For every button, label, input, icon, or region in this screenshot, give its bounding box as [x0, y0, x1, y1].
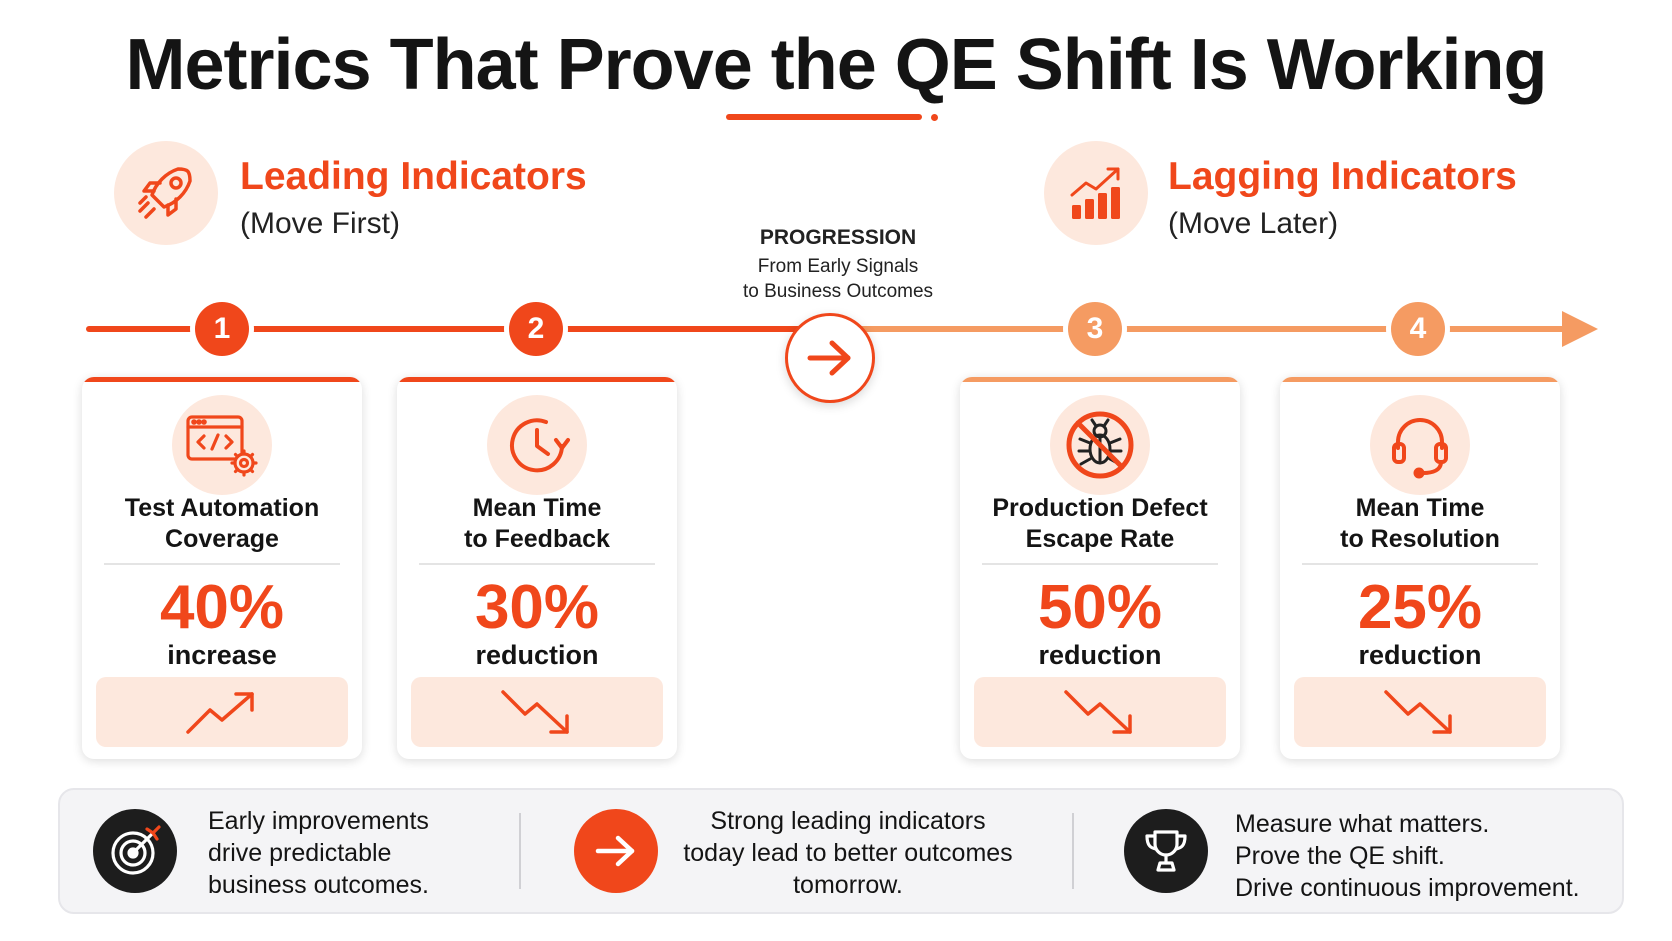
card-title-line-2: to Resolution	[1340, 525, 1500, 553]
progression-line-1: From Early Signals	[757, 256, 919, 277]
bottom-message-3-line-3: Drive continuous improvement.	[1235, 874, 1580, 902]
trophy-icon	[1124, 809, 1208, 893]
card-top-accent	[397, 377, 677, 382]
card-title-line-1: Production Defect	[992, 494, 1208, 522]
metric-card-mean-time-to-feedback: Mean Time to Feedback 30% reduction	[397, 377, 677, 759]
code-window-gear-icon	[172, 395, 272, 495]
lagging-indicators-subtitle: (Move Later)	[1168, 207, 1339, 240]
progression-description: From Early Signals to Business Outcomes	[700, 254, 976, 304]
card-title: Production Defect Escape Rate	[960, 493, 1240, 555]
step-2-badge: 2	[509, 302, 563, 356]
card-divider	[1302, 563, 1538, 565]
bottom-divider-1	[519, 813, 521, 889]
leading-indicators-title: Leading Indicators	[240, 155, 587, 198]
card-title: Mean Time to Feedback	[397, 493, 677, 555]
bottom-message-1-line-1: Early improvements	[208, 807, 429, 835]
progression-label: PROGRESSION	[759, 226, 917, 249]
bottom-message-1-line-2: drive predictable	[208, 839, 392, 867]
title-underline	[726, 114, 922, 120]
card-title-line-2: Coverage	[165, 525, 279, 553]
card-title-line-2: Escape Rate	[1025, 525, 1175, 553]
bottom-message-2: Strong leading indicators today lead to …	[672, 805, 1024, 901]
step-3-badge: 3	[1068, 302, 1122, 356]
card-change-label: reduction	[1038, 640, 1162, 670]
card-title-line-2: to Feedback	[464, 525, 610, 553]
trend-up-icon	[96, 677, 348, 747]
bottom-message-1: Early improvements drive predictable bus…	[208, 805, 429, 901]
rocket-icon	[114, 141, 218, 245]
target-icon	[93, 809, 177, 893]
bottom-divider-2	[1072, 813, 1074, 889]
card-title-line-1: Mean Time	[1355, 494, 1485, 522]
bottom-summary-bar	[58, 788, 1624, 914]
step-4-badge: 4	[1391, 302, 1445, 356]
card-title-line-1: Test Automation	[124, 494, 320, 522]
card-value: 25%	[1357, 573, 1483, 642]
leading-indicators-subtitle: (Move First)	[240, 207, 400, 240]
metric-card-test-automation-coverage: Test Automation Coverage 40% increase	[82, 377, 362, 759]
step-1-badge: 1	[195, 302, 249, 356]
card-title-line-1: Mean Time	[472, 494, 602, 522]
bottom-message-2-line-3: tomorrow.	[793, 871, 903, 899]
lagging-indicators-title: Lagging Indicators	[1168, 155, 1517, 198]
card-top-accent	[82, 377, 362, 382]
card-divider	[104, 563, 340, 565]
card-value: 30%	[474, 573, 600, 642]
timeline-arrowhead	[1562, 311, 1598, 352]
card-value: 50%	[1037, 573, 1163, 642]
timeline-lagging-segment	[830, 326, 1570, 332]
card-change-label: reduction	[1358, 640, 1482, 670]
card-change-label: increase	[167, 640, 277, 670]
metric-card-mean-time-to-resolution: Mean Time to Resolution 25% reduction	[1280, 377, 1560, 759]
trend-down-icon	[1294, 677, 1546, 747]
card-top-accent	[960, 377, 1240, 382]
bottom-message-2-line-1: Strong leading indicators	[710, 807, 986, 835]
bar-chart-growth-icon	[1044, 141, 1148, 245]
clock-refresh-icon	[487, 395, 587, 495]
title-underline-dot	[931, 114, 938, 121]
trend-down-icon	[974, 677, 1226, 747]
card-change-label: reduction	[475, 640, 599, 670]
headset-icon	[1370, 395, 1470, 495]
page-title: Metrics That Prove the QE Shift Is Worki…	[125, 25, 1548, 105]
card-divider	[982, 563, 1218, 565]
bottom-message-1-line-3: business outcomes.	[208, 871, 429, 899]
card-title: Mean Time to Resolution	[1280, 493, 1560, 555]
card-value: 40%	[159, 573, 285, 642]
card-title: Test Automation Coverage	[82, 493, 362, 555]
metric-card-production-defect-escape-rate: Production Defect Escape Rate 50% reduct…	[960, 377, 1240, 759]
card-top-accent	[1280, 377, 1560, 382]
trend-down-icon	[411, 677, 663, 747]
card-divider	[419, 563, 655, 565]
bottom-message-2-line-2: today lead to better outcomes	[683, 839, 1013, 867]
progression-arrow-icon	[785, 313, 875, 403]
progression-line-2: to Business Outcomes	[742, 281, 934, 302]
arrow-right-icon	[574, 809, 658, 893]
bottom-message-3-line-1: Measure what matters.	[1235, 810, 1490, 838]
no-bug-icon	[1050, 395, 1150, 495]
timeline-leading-segment	[86, 326, 830, 332]
bottom-message-3-line-2: Prove the QE shift.	[1235, 842, 1445, 870]
bottom-message-3: Measure what matters. Prove the QE shift…	[1235, 808, 1580, 904]
